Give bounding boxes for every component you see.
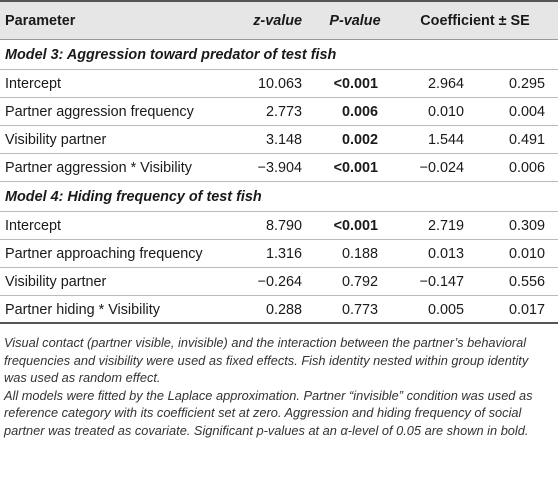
- se-cell: 0.017: [508, 302, 545, 318]
- p-value-cell: <0.001: [333, 218, 378, 234]
- p-value-cell: <0.001: [333, 160, 378, 176]
- parameter-cell: Visibility partner: [5, 132, 107, 148]
- parameter-cell: Partner aggression frequency: [5, 104, 194, 120]
- p-value-cell: 0.773: [341, 302, 378, 318]
- footnote: Visual contact (partner visible, invisib…: [4, 335, 529, 385]
- table-row: Partner hiding * Visibility 0.288 0.773 0.0…: [0, 296, 558, 324]
- parameter-cell: Partner approaching frequency: [5, 246, 203, 262]
- coefficient-cell: 0.013: [427, 246, 464, 262]
- header-z-value: z-value: [253, 13, 302, 29]
- table-row: Partner aggression frequency 2.773 0.006 0.…: [0, 98, 558, 126]
- coefficient-cell: −0.147: [419, 274, 464, 290]
- section-title: Model 4: Hiding frequency of test fish: [5, 189, 262, 205]
- section-model-3: Model 3: Aggression toward predator of t…: [0, 40, 558, 70]
- se-cell: 0.556: [508, 274, 545, 290]
- coefficient-cell: −0.024: [419, 160, 464, 176]
- footnote: All models were fitted by the Laplace ap…: [4, 387, 533, 438]
- coefficient-cell: 0.010: [427, 104, 464, 120]
- parameter-cell: Intercept: [5, 76, 61, 92]
- z-value-cell: 0.288: [265, 302, 302, 318]
- parameter-cell: Intercept: [5, 218, 61, 234]
- z-value-cell: 10.063: [257, 76, 302, 92]
- parameter-cell: Visibility partner: [5, 274, 107, 290]
- coefficient-cell: 2.964: [427, 76, 464, 92]
- se-cell: 0.004: [508, 104, 545, 120]
- z-value-cell: 1.316: [265, 246, 302, 262]
- se-cell: 0.010: [508, 246, 545, 262]
- z-value-cell: 3.148: [265, 132, 302, 148]
- table-row: Partner aggression * Visibility −3.904 <0.…: [0, 154, 558, 182]
- coefficient-cell: 2.719: [427, 218, 464, 234]
- table-row: Partner approaching frequency 1.316 0.188 0…: [0, 240, 558, 268]
- z-value-cell: −3.904: [257, 160, 302, 176]
- p-value-cell: 0.188: [341, 246, 378, 262]
- se-cell: 0.006: [508, 160, 545, 176]
- coefficient-cell: 1.544: [427, 132, 464, 148]
- p-value-cell: 0.002: [341, 132, 378, 148]
- coefficient-cell: 0.005: [427, 302, 464, 318]
- table-header: Parameter z-value P-value Coefficient ± …: [0, 0, 558, 40]
- p-value-cell: <0.001: [333, 76, 378, 92]
- header-p-value: P-value: [329, 13, 381, 29]
- se-cell: 0.309: [508, 218, 545, 234]
- se-cell: 0.491: [508, 132, 545, 148]
- parameter-cell: Partner aggression * Visibility: [5, 160, 192, 176]
- header-coefficient-se: Coefficient ± SE: [420, 13, 530, 29]
- table-row: Intercept 8.790 <0.001 2.719 0.309: [0, 212, 558, 240]
- p-value-cell: 0.792: [341, 274, 378, 290]
- z-value-cell: −0.264: [257, 274, 302, 290]
- table-row: Intercept 10.063 <0.001 2.964 0.295: [0, 70, 558, 98]
- table-row: Visibility partner 3.148 0.002 1.544 0.491: [0, 126, 558, 154]
- se-cell: 0.295: [508, 76, 545, 92]
- z-value-cell: 2.773: [265, 104, 302, 120]
- table-notes: Visual contact (partner visible, invisib…: [0, 324, 558, 439]
- header-parameter: Parameter: [5, 13, 76, 29]
- p-value-cell: 0.006: [341, 104, 378, 120]
- table-row: Visibility partner −0.264 0.792 −0.147 0.556: [0, 268, 558, 296]
- section-title: Model 3: Aggression toward predator of t…: [5, 47, 337, 63]
- section-model-4: Model 4: Hiding frequency of test fish: [0, 182, 558, 212]
- parameter-cell: Partner hiding * Visibility: [5, 302, 160, 318]
- z-value-cell: 8.790: [265, 218, 302, 234]
